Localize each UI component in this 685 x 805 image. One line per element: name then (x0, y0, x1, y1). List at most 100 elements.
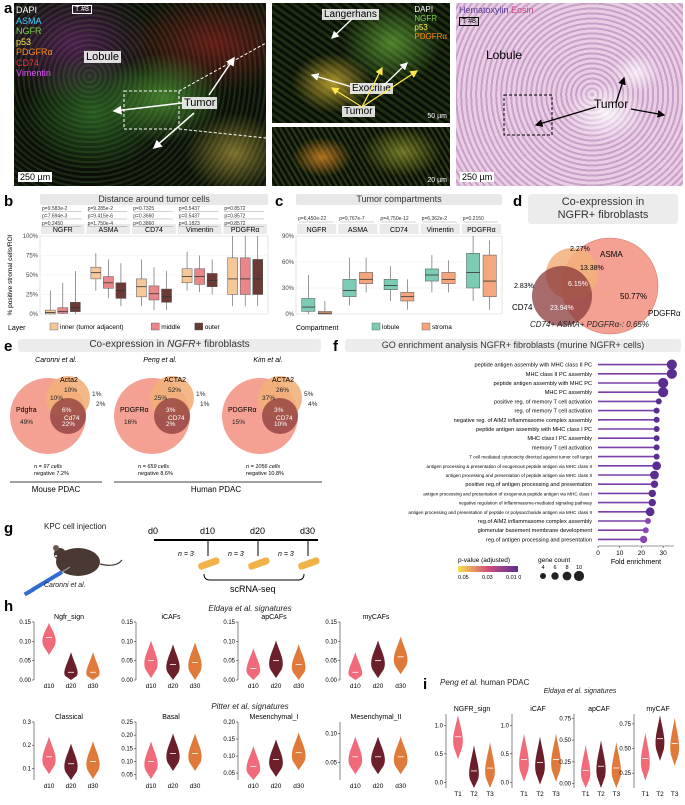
violin-shape (166, 644, 180, 680)
scale-bar: 250 µm (18, 172, 53, 182)
box (181, 268, 193, 284)
lollipop-dot (653, 444, 660, 451)
x-tick-label: d30 (395, 683, 406, 690)
venn-value: 1% (92, 391, 102, 398)
ytick-label: 0.15 (121, 620, 133, 626)
lollipop-dot (658, 377, 669, 389)
x-tick-label: d10 (248, 683, 259, 690)
go-term-label: antigen processing and presentation of p… (408, 510, 592, 515)
lollipop-dot (653, 416, 660, 423)
legend-size-tick: 10 (576, 565, 582, 571)
category-label: CD74 (390, 227, 408, 234)
label-langerhans: Langerhans (322, 9, 379, 20)
x-tick-label: d10 (44, 783, 55, 790)
venn-value: 15% (232, 419, 245, 426)
x-tick-label: 0 (596, 550, 600, 557)
panel-b-title: Distance around tumor cells (98, 194, 210, 204)
marker-dapi: DAPI (16, 5, 38, 15)
ytick-label: 0.10 (325, 639, 337, 645)
ytick-label: 1.0 (435, 723, 444, 729)
venn-asma-label: ASMA (600, 250, 623, 259)
negative-pct: negative 8.6% (138, 471, 173, 477)
panel-d-venn: 2.27% ASMA 13.38% 6.15% 2.83% CD74 23.94… (512, 237, 681, 335)
box (70, 302, 81, 312)
zoom-marker-pdgfra: PDGFRα (414, 32, 447, 41)
p-value: p=0.8572 (224, 221, 245, 227)
ytick-label: 0.05 (121, 773, 133, 779)
box (318, 311, 332, 315)
x-tick-label: d20 (66, 783, 77, 790)
panel-f-title: GO enrichment analysis NGFR+ fibroblasts… (381, 340, 645, 350)
zoom-marker-p53: p53 (414, 23, 428, 32)
marker-vimentin: Vimentin (16, 68, 51, 78)
label-tumor-zoom: Tumor (342, 106, 375, 117)
scale-bar-detail: 20 µm (427, 177, 447, 184)
box (252, 259, 263, 295)
box (239, 257, 251, 295)
if-micrograph-overview: DAPI ASMA NGFR p53 PDGFRα CD74 Vimentin … (14, 3, 266, 186)
panel-i-group: Eldaya et al. signatures (543, 688, 617, 695)
violin-shape (581, 744, 591, 788)
venn-mid-label: ACTA2 (164, 377, 186, 384)
x-tick-label: d10 (146, 683, 157, 690)
x-tick-label: d20 (168, 683, 179, 690)
ytick-label: 50% (26, 273, 39, 279)
legend-swatch (194, 322, 204, 331)
ytick-label: 0.75 (619, 722, 631, 728)
n-cells: n = 659 cells (138, 464, 169, 470)
venn-value: 10% (64, 387, 77, 394)
ytick-label: 0.10 (121, 639, 133, 645)
p-value: p=0.2450 (42, 221, 63, 227)
p-value: p=0.5437 (179, 214, 200, 220)
y-axis-label: % positive stromal cells/ROI (7, 234, 14, 315)
x-tick-label: T3 (613, 791, 621, 798)
x-tick-label: 10 (616, 550, 624, 557)
venn-value: 52% (168, 387, 181, 394)
he-title-eosin: Eosin (511, 5, 534, 15)
panel-letter-i: i (423, 676, 428, 693)
legend-color-tick: 0.05 (458, 575, 469, 581)
p-value: p=9,767e-7 (339, 216, 365, 222)
violin-title: myCAF (646, 706, 669, 713)
legend-swatch (150, 322, 160, 331)
go-term-label: reg. of memory T cell activation (514, 409, 592, 415)
panel-letter-e: e (4, 338, 13, 355)
venn-value: 25% (154, 395, 167, 402)
violin-title: Mesenchymal_II (351, 714, 402, 721)
category-label: NGFR (307, 227, 327, 234)
violin-shape (166, 733, 180, 772)
category-label: ASMA (348, 227, 368, 234)
venn-small-circle (154, 398, 190, 434)
category-label: NGFR (53, 227, 73, 234)
violin-shape (596, 740, 606, 788)
facet-strip (379, 224, 419, 234)
lollipop-dot (666, 368, 677, 379)
violin-shape (42, 623, 56, 655)
lollipop-dot (653, 453, 660, 460)
study-name: Peng et al. (143, 357, 177, 364)
lollipop-dot (639, 535, 648, 544)
legend-label: stroma (432, 324, 452, 331)
x-tick-label: T1 (454, 791, 462, 798)
x-tick-label: d20 (271, 683, 282, 690)
n-label-2: n = 3 (228, 551, 244, 558)
ytick-label: 0.15 (223, 737, 235, 743)
syringe-icon (30, 570, 64, 592)
timeline: d0 d10 d20 d30 n = 3 n = 3 n = 3 scRNA-s… (148, 526, 320, 594)
he-micrograph: Hematoxylin Eosin T #8 Lobule Tumor 250 … (456, 3, 683, 186)
study-name: Kim et al. (253, 357, 282, 364)
ytick-label: 0.5 (501, 752, 510, 758)
panel-g-author: Caronni et al. (44, 582, 86, 589)
legend-label: outer (205, 324, 221, 331)
ytick-label: 1.0 (501, 723, 510, 729)
ytick-label: 0.1 (23, 766, 32, 772)
p-value: p=6,450e-22 (298, 216, 326, 222)
ytick-label: 30% (282, 286, 295, 292)
legend-color-tick: 0.03 (482, 575, 493, 581)
he-scale-bar: 250 µm (460, 172, 495, 182)
venn-cd74-circle (532, 266, 592, 326)
venn-value: 4% (308, 401, 318, 408)
go-term-label: reg.of AIM2 inflammasome complex assembl… (478, 519, 592, 525)
venn-pdgfra-label: PDGFRα (648, 309, 681, 318)
annotation-arrows (112, 42, 266, 149)
